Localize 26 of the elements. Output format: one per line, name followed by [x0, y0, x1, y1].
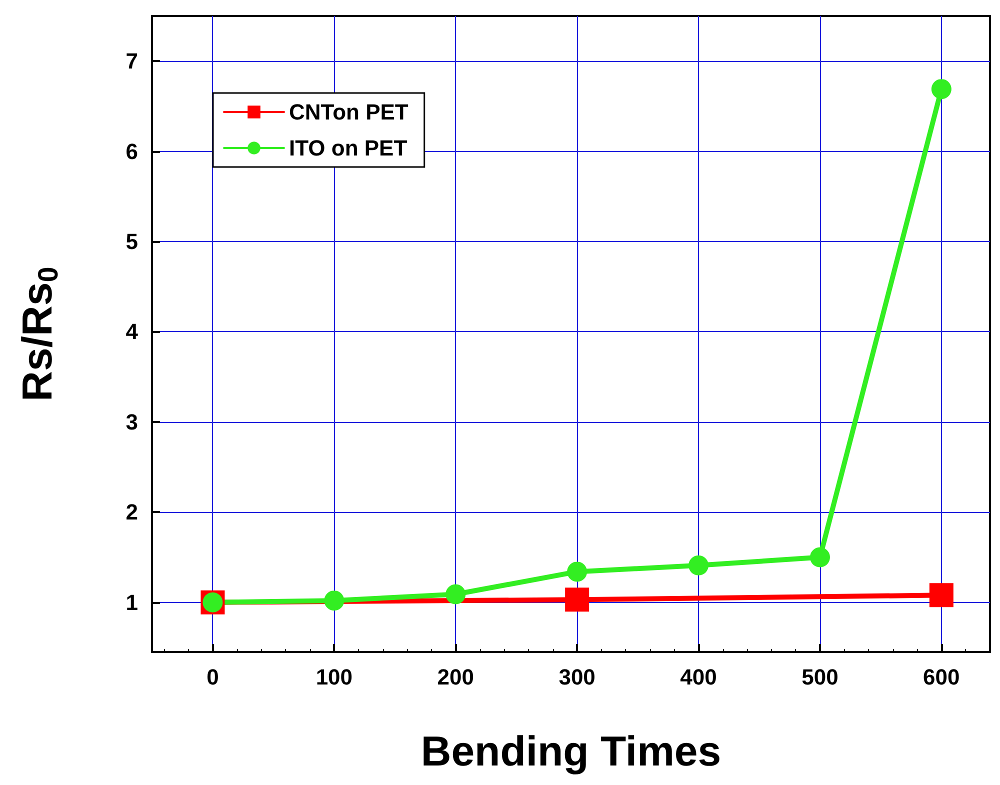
y-tick-label: 5: [126, 229, 138, 254]
x-tick-label: 0: [206, 664, 219, 690]
point: [324, 590, 344, 611]
point: [688, 555, 709, 576]
point: [567, 562, 588, 582]
legend-label: ITO on PET: [289, 136, 408, 160]
point: [810, 547, 830, 568]
point: [446, 584, 466, 604]
point: [929, 583, 954, 608]
x-tick-label: 500: [802, 664, 838, 690]
y-tick-label: 4: [126, 319, 139, 344]
legend-label: CNTon PET: [289, 100, 409, 124]
x-tick-label: 600: [923, 664, 960, 690]
point: [565, 588, 590, 612]
y-axis-title: Rs/Rs0: [14, 266, 64, 402]
x-tick-label: 100: [316, 664, 353, 690]
y-tick-label: 7: [126, 48, 138, 74]
y-tick-label: 2: [126, 500, 138, 525]
y-tick-label: 1: [126, 590, 138, 615]
x-tick-label: 300: [558, 664, 596, 690]
y-tick-label: 3: [126, 409, 138, 434]
x-axis-title: Bending Times: [420, 728, 722, 774]
x-tick-label: 400: [680, 664, 717, 690]
x-tick-label: 200: [437, 664, 474, 690]
point: [931, 79, 952, 100]
y-tick-label: 6: [126, 138, 138, 164]
